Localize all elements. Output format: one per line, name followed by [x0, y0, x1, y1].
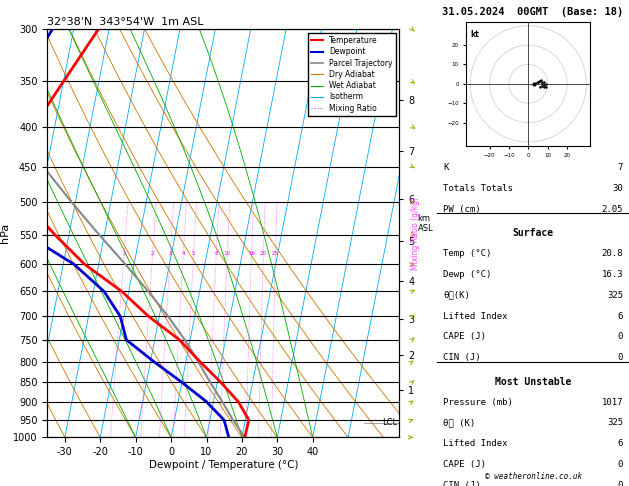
Text: 2: 2 [150, 251, 154, 256]
Text: 325: 325 [607, 418, 623, 428]
Text: 20.8: 20.8 [602, 249, 623, 258]
Text: 1: 1 [122, 251, 125, 256]
Text: Totals Totals: Totals Totals [443, 184, 513, 193]
Text: LCL: LCL [382, 418, 398, 427]
Text: K: K [443, 163, 448, 172]
Text: kt: kt [470, 30, 479, 38]
Text: 2.05: 2.05 [602, 205, 623, 214]
Text: Temp (°C): Temp (°C) [443, 249, 491, 258]
Text: 5: 5 [192, 251, 195, 256]
Text: 31.05.2024  00GMT  (Base: 18): 31.05.2024 00GMT (Base: 18) [442, 7, 624, 17]
Text: 10: 10 [224, 251, 231, 256]
Text: 7: 7 [618, 163, 623, 172]
Text: 30: 30 [613, 184, 623, 193]
Text: 3: 3 [169, 251, 172, 256]
Text: Lifted Index: Lifted Index [443, 312, 508, 321]
Text: CAPE (J): CAPE (J) [443, 460, 486, 469]
Text: Most Unstable: Most Unstable [495, 377, 571, 387]
Text: θᴄ (K): θᴄ (K) [443, 418, 475, 428]
Text: Mixing Ratio (g/kg): Mixing Ratio (g/kg) [411, 197, 420, 270]
Text: CIN (J): CIN (J) [443, 481, 481, 486]
Y-axis label: hPa: hPa [0, 223, 10, 243]
Text: CAPE (J): CAPE (J) [443, 332, 486, 342]
Text: 4: 4 [181, 251, 185, 256]
Text: CIN (J): CIN (J) [443, 353, 481, 363]
Text: 0: 0 [618, 353, 623, 363]
Text: Pressure (mb): Pressure (mb) [443, 398, 513, 407]
Y-axis label: km
ASL: km ASL [418, 214, 433, 233]
Text: θᴄ(K): θᴄ(K) [443, 291, 470, 300]
Text: 0: 0 [618, 460, 623, 469]
Text: © weatheronline.co.uk: © weatheronline.co.uk [484, 472, 582, 481]
Text: 16.3: 16.3 [602, 270, 623, 279]
X-axis label: Dewpoint / Temperature (°C): Dewpoint / Temperature (°C) [148, 460, 298, 470]
Text: Lifted Index: Lifted Index [443, 439, 508, 449]
Text: 0: 0 [618, 332, 623, 342]
Legend: Temperature, Dewpoint, Parcel Trajectory, Dry Adiabat, Wet Adiabat, Isotherm, Mi: Temperature, Dewpoint, Parcel Trajectory… [308, 33, 396, 116]
Text: 8: 8 [214, 251, 218, 256]
Text: PW (cm): PW (cm) [443, 205, 481, 214]
Text: 0: 0 [618, 481, 623, 486]
Text: 32°38'N  343°54'W  1m ASL: 32°38'N 343°54'W 1m ASL [47, 17, 204, 27]
Text: Surface: Surface [513, 228, 554, 238]
Text: 20: 20 [260, 251, 267, 256]
Text: 325: 325 [607, 291, 623, 300]
Text: 16: 16 [248, 251, 255, 256]
Text: 6: 6 [618, 439, 623, 449]
Text: Dewp (°C): Dewp (°C) [443, 270, 491, 279]
Text: 25: 25 [272, 251, 279, 256]
Text: 1017: 1017 [602, 398, 623, 407]
Text: 6: 6 [618, 312, 623, 321]
